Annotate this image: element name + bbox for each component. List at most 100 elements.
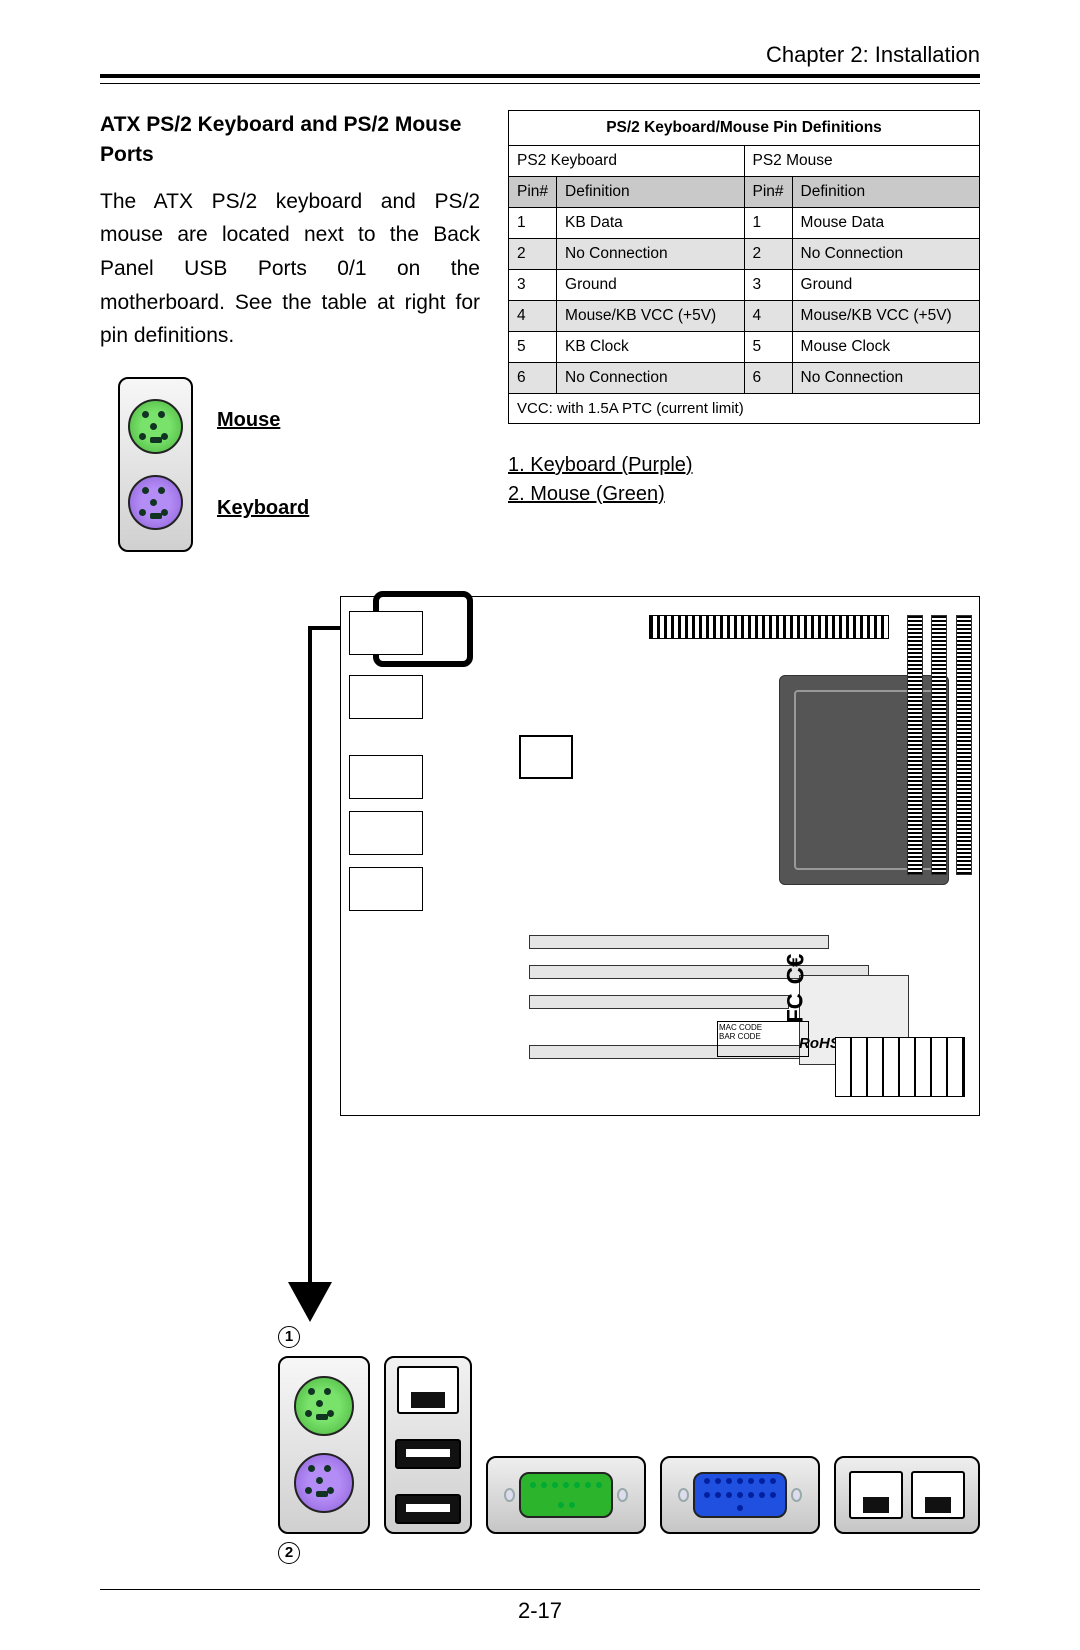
bp-dual-lan: [834, 1456, 980, 1534]
ps2-port-labels: Mouse Keyboard: [217, 377, 309, 552]
small-chip: [519, 735, 573, 779]
top-columns: ATX PS/2 Keyboard and PS/2 Mouse Ports T…: [100, 110, 980, 566]
right-column: PS/2 Keyboard/Mouse Pin Definitions PS2 …: [508, 110, 980, 566]
table-cell: 3: [744, 270, 792, 301]
pcie-slot-3: [529, 995, 789, 1009]
table-cell: No Connection: [557, 363, 744, 394]
table-cell: No Connection: [557, 239, 744, 270]
table-kb-header: PS2 Keyboard: [509, 146, 745, 177]
callout-arrow-head: [288, 1282, 332, 1322]
io-port-1: [349, 611, 423, 655]
col-def-kb: Definition: [557, 177, 744, 208]
mouse-port-icon: [128, 399, 183, 454]
footer-rule: [100, 1589, 980, 1591]
page-number: 2-17: [0, 1598, 1080, 1624]
dimm-slot-2: [931, 615, 947, 875]
color-legend: 1. Keyboard (Purple) 2. Mouse (Green): [508, 454, 980, 506]
table-mouse-header: PS2 Mouse: [744, 146, 980, 177]
section-body: The ATX PS/2 keyboard and PS/2 mouse are…: [100, 185, 480, 353]
table-cell: No Connection: [792, 239, 979, 270]
table-row: 4Mouse/KB VCC (+5V)4Mouse/KB VCC (+5V): [509, 301, 980, 332]
col-def-mouse: Definition: [792, 177, 979, 208]
back-panel-row: [100, 1356, 980, 1534]
rj45-icon: [397, 1366, 459, 1414]
ps2-port-figure: Mouse Keyboard: [118, 377, 480, 552]
table-title: PS/2 Keyboard/Mouse Pin Definitions: [509, 111, 980, 146]
legend-mouse: 2. Mouse (Green): [508, 483, 980, 506]
table-cell: 3: [509, 270, 557, 301]
table-cell: 4: [744, 301, 792, 332]
table-cell: 1: [744, 208, 792, 239]
usb-icon-1: [395, 1439, 461, 1469]
atx-power-connector: [649, 615, 889, 639]
table-row: 5KB Clock5Mouse Clock: [509, 332, 980, 363]
bp-keyboard-port-icon: [294, 1453, 354, 1513]
io-port-5: [349, 867, 423, 911]
keyboard-port-icon: [128, 475, 183, 530]
ce-mark: C€: [782, 954, 810, 985]
header-rule: [100, 74, 980, 84]
table-cell: 5: [744, 332, 792, 363]
col-pin-kb: Pin#: [509, 177, 557, 208]
marker-1: 1: [278, 1326, 300, 1348]
table-cell: Mouse Clock: [792, 332, 979, 363]
screw-icon: [678, 1488, 689, 1502]
keyboard-label: Keyboard: [217, 497, 309, 520]
table-cell: KB Data: [557, 208, 744, 239]
rj45-icon: [849, 1471, 903, 1519]
table-cell: 4: [509, 301, 557, 332]
table-cell: Ground: [557, 270, 744, 301]
table-cell: Mouse/KB VCC (+5V): [792, 301, 979, 332]
cpu-socket: [779, 675, 949, 885]
back-panel-figure: 1: [100, 1326, 980, 1526]
dimm-slot-1: [956, 615, 972, 875]
table-cell: Mouse/KB VCC (+5V): [557, 301, 744, 332]
callout-arrow-v: [308, 626, 312, 1286]
bp-vga-port: [660, 1456, 820, 1534]
left-column: ATX PS/2 Keyboard and PS/2 Mouse Ports T…: [100, 110, 480, 566]
serial-connector-icon: [519, 1472, 613, 1518]
col-pin-mouse: Pin#: [744, 177, 792, 208]
chapter-header: Chapter 2: Installation: [100, 42, 980, 68]
pcie-slot-1: [529, 935, 829, 949]
screw-icon: [791, 1488, 802, 1502]
fc-mark: FC: [783, 993, 809, 1022]
sata-ports: [835, 1037, 965, 1097]
table-cell: 6: [509, 363, 557, 394]
table-cell: 1: [509, 208, 557, 239]
table-row: 2No Connection2No Connection: [509, 239, 980, 270]
io-port-3: [349, 755, 423, 799]
ps2-port-box: [118, 377, 193, 552]
table-cell: No Connection: [792, 363, 979, 394]
usb-icon-2: [395, 1494, 461, 1524]
table-cell: 5: [509, 332, 557, 363]
bp-ps2-block: [278, 1356, 370, 1534]
vga-connector-icon: [693, 1472, 787, 1518]
table-cell: 2: [744, 239, 792, 270]
table-row: 3Ground3Ground: [509, 270, 980, 301]
dimm-slot-3: [907, 615, 923, 875]
table-cell: KB Clock: [557, 332, 744, 363]
mobo-inner: C€ FC RoHS MAC CODE BAR CODE: [349, 605, 971, 1107]
table-row: 6No Connection6No Connection: [509, 363, 980, 394]
bp-mouse-port-icon: [294, 1376, 354, 1436]
pin-definition-table: PS/2 Keyboard/Mouse Pin Definitions PS2 …: [508, 110, 980, 424]
mouse-label: Mouse: [217, 409, 309, 432]
legend-keyboard: 1. Keyboard (Purple): [508, 454, 980, 477]
bar-label: BAR CODE: [719, 1032, 807, 1042]
bp-lan-usb-block: [384, 1356, 472, 1534]
rj45-icon: [911, 1471, 965, 1519]
section-title: ATX PS/2 Keyboard and PS/2 Mouse Ports: [100, 110, 480, 171]
screw-icon: [504, 1488, 515, 1502]
bp-serial-port: [486, 1456, 646, 1534]
table-cell: 6: [744, 363, 792, 394]
io-port-2: [349, 675, 423, 719]
table-cell: Mouse Data: [792, 208, 979, 239]
io-port-4: [349, 811, 423, 855]
barcode-box: MAC CODE BAR CODE: [717, 1021, 809, 1057]
marker-2: 2: [278, 1542, 300, 1564]
table-cell: Ground: [792, 270, 979, 301]
mac-label: MAC CODE: [719, 1023, 807, 1033]
screw-icon: [617, 1488, 628, 1502]
table-row: 1KB Data1Mouse Data: [509, 208, 980, 239]
